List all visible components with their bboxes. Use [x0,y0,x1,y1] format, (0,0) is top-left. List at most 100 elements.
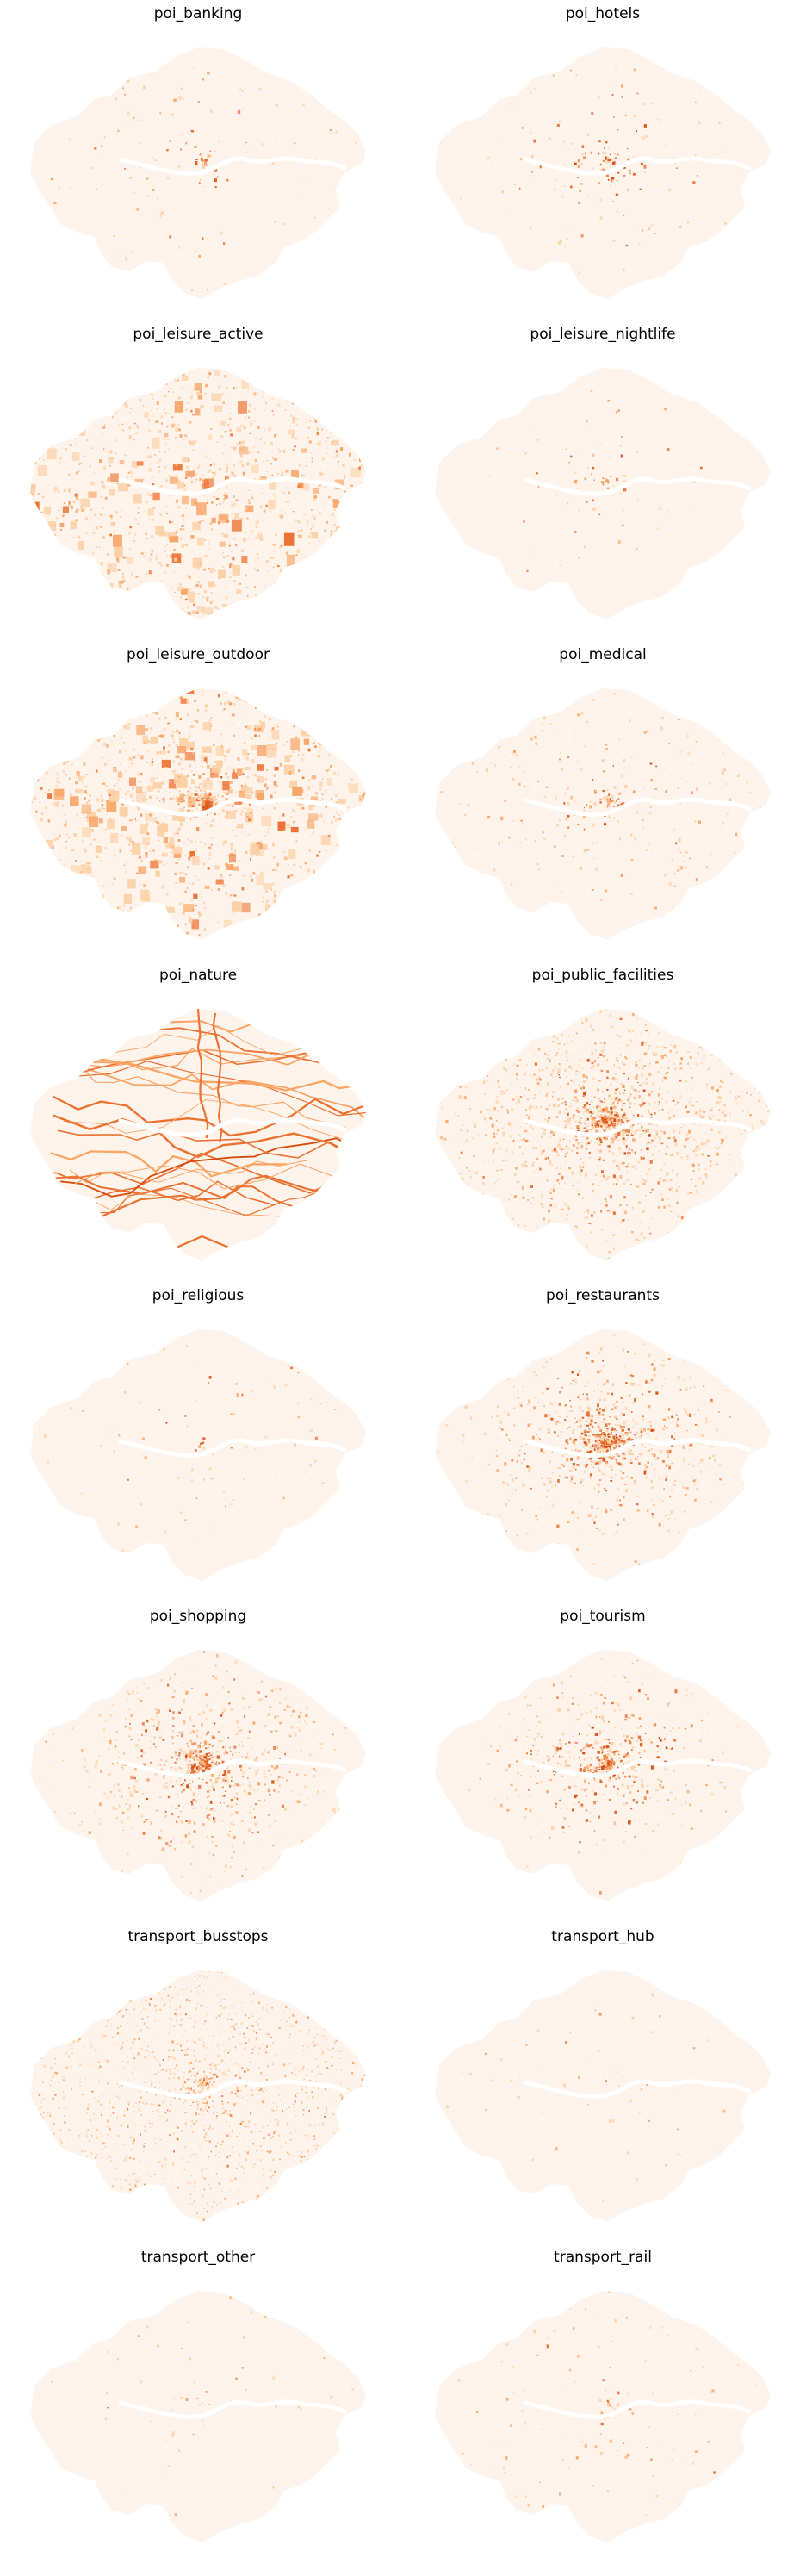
density-cell [194,146,197,148]
density-cell [556,1179,560,1182]
density-cell [128,435,132,439]
density-cell [192,856,200,866]
density-cell [97,518,100,520]
density-cell [40,541,43,544]
density-cell [567,1147,571,1150]
density-cell [289,780,298,788]
density-cell [224,533,229,538]
density-cell [239,441,241,445]
density-cell [565,448,567,450]
density-cell [174,787,177,790]
density-cell [512,1098,515,1101]
density-cell [220,532,224,535]
density-cell [298,605,301,607]
density-cell [687,1062,690,1065]
density-cell [576,1189,579,1192]
density-cell [257,475,260,477]
density-cell [233,538,236,540]
density-cell [602,789,605,793]
density-cell [274,221,276,223]
density-cell [667,1111,670,1114]
density-cell [668,1188,672,1191]
density-cell [115,452,117,455]
density-cell [677,1215,680,1217]
density-cell [96,575,99,577]
density-cell [338,460,339,463]
density-cell [683,1018,685,1021]
density-cell [293,740,295,743]
density-cell [262,807,264,809]
density-cell [539,1078,542,1081]
density-cell [614,1132,617,1136]
density-cell [751,1127,754,1129]
density-cell [309,420,312,422]
density-cell [520,158,523,161]
density-cell [604,1042,606,1045]
density-cell [204,709,208,713]
density-cell [133,439,135,441]
density-cell [529,1182,531,1185]
density-cell [30,930,31,934]
density-cell [47,920,50,924]
density-cell [679,226,682,228]
density-cell [260,841,263,843]
density-cell [586,133,590,136]
density-cell [313,379,315,382]
density-cell [174,557,177,562]
density-cell [140,552,144,555]
density-cell [751,1124,753,1126]
density-cell [605,1129,607,1131]
density-cell [222,843,225,846]
density-cell [90,447,93,449]
density-cell [120,932,122,936]
density-cell [667,1067,670,1069]
density-cell [283,449,286,451]
density-cell [212,765,221,774]
density-cell [653,1145,656,1148]
density-cell [311,769,313,770]
density-cell [306,521,308,524]
density-cell [148,419,151,422]
density-cell [365,922,366,928]
density-cell [166,544,169,545]
density-cell [276,801,278,804]
density-cell [199,178,202,181]
density-cell [114,97,117,100]
density-cell [207,867,210,870]
density-cell [152,483,155,486]
map-panel-poi-hotels: poi_hotels [413,4,792,323]
density-cell [574,1125,576,1127]
density-cell [183,528,185,531]
density-cell [194,793,197,797]
density-cell [215,745,224,756]
density-cell [74,717,76,719]
density-cell [161,908,164,912]
density-cell [492,165,493,167]
density-cell [201,893,202,895]
density-cell [193,587,196,589]
density-cell [139,868,142,873]
density-cell [357,934,360,937]
river-thames [523,797,752,817]
density-cell [584,745,586,748]
density-cell [350,688,352,689]
density-cell [217,793,220,797]
density-cell [712,1036,716,1039]
density-cell [83,403,84,404]
density-cell [357,920,359,922]
density-cell [587,1123,590,1125]
density-cell [273,890,276,893]
density-cell [242,144,245,146]
density-cell [143,510,146,512]
density-cell [238,504,239,506]
density-cell [288,770,292,775]
density-cell [445,1215,448,1217]
density-cell [137,754,140,756]
density-cell [758,1160,760,1162]
density-cell [76,879,79,882]
density-cell [279,514,284,519]
density-cell [195,693,198,695]
density-cell [140,119,143,121]
density-cell [205,822,207,824]
density-cell [342,560,344,562]
